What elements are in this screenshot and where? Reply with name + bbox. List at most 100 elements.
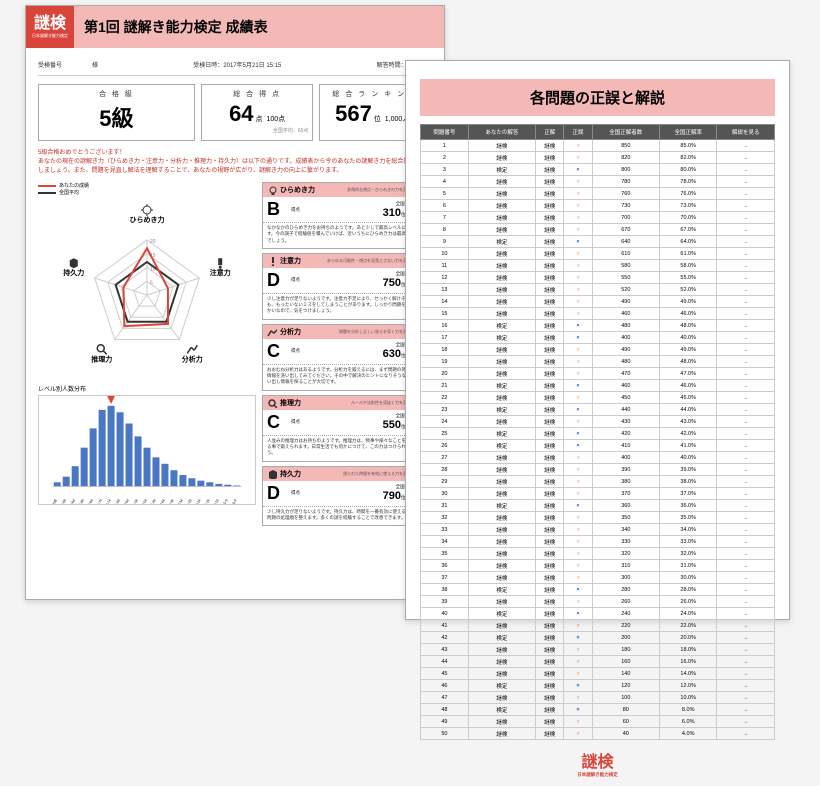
- table-row: 16検定謎検×48048.0%→: [421, 320, 775, 332]
- explanation-link[interactable]: →: [717, 440, 775, 452]
- mark-cell: ○: [564, 620, 592, 632]
- table-row: 40検定謎検×24024.0%→: [421, 608, 775, 620]
- ability-score-label: 得点: [291, 490, 357, 496]
- explanation-link[interactable]: →: [717, 428, 775, 440]
- table-row: 44謎検謎検○16016.0%→: [421, 656, 775, 668]
- ability-rank: 310: [383, 207, 401, 219]
- svg-text:60-64: 60-64: [122, 499, 130, 504]
- explanation-link[interactable]: →: [717, 392, 775, 404]
- explanation-link[interactable]: →: [717, 416, 775, 428]
- explanation-link[interactable]: →: [717, 164, 775, 176]
- explanation-link[interactable]: →: [717, 500, 775, 512]
- score-box: 総 合 得 点 64点 100点 全国平均：60点: [201, 84, 314, 141]
- explanation-link[interactable]: →: [717, 596, 775, 608]
- explanation-link[interactable]: →: [717, 236, 775, 248]
- explanation-link[interactable]: →: [717, 584, 775, 596]
- table-row: 49謎検謎検○606.0%→: [421, 716, 775, 728]
- table-row: 8謎検謎検○67067.0%→: [421, 224, 775, 236]
- explanation-link[interactable]: →: [717, 656, 775, 668]
- svg-text:持久力: 持久力: [63, 268, 84, 277]
- mark-cell: ○: [564, 572, 592, 584]
- results-table: 問題番号あなたの解答正解正誤全国正解者数全国正解率解説を見る 1謎検謎検○850…: [420, 124, 775, 740]
- explanation-page: 各問題の正誤と解説 問題番号あなたの解答正解正誤全国正解者数全国正解率解説を見る…: [405, 60, 790, 620]
- explanation-link[interactable]: →: [717, 212, 775, 224]
- explanation-link[interactable]: →: [717, 704, 775, 716]
- explanation-link[interactable]: →: [717, 572, 775, 584]
- mark-cell: ○: [564, 452, 592, 464]
- explanation-link[interactable]: →: [717, 152, 775, 164]
- table-header: 解説を見る: [717, 125, 775, 140]
- score-label: 総 合 得 点: [202, 89, 313, 99]
- explanation-link[interactable]: →: [717, 320, 775, 332]
- explanation-link[interactable]: →: [717, 620, 775, 632]
- explanation-link[interactable]: →: [717, 548, 775, 560]
- table-row: 15謎検謎検○46046.0%→: [421, 308, 775, 320]
- explanation-link[interactable]: →: [717, 188, 775, 200]
- explanation-link[interactable]: →: [717, 512, 775, 524]
- mark-cell: ○: [564, 152, 592, 164]
- explanation-link[interactable]: →: [717, 668, 775, 680]
- mark-cell: ○: [564, 716, 592, 728]
- explanation-link[interactable]: →: [717, 344, 775, 356]
- table-row: 1謎検謎検○85085.0%→: [421, 140, 775, 152]
- explanation-link[interactable]: →: [717, 692, 775, 704]
- congrats-paragraph: 5級合格おめでとうございます！ あなたの現在の謎解き力（ひらめき力・注意力・分析…: [38, 149, 432, 176]
- explanation-link[interactable]: →: [717, 356, 775, 368]
- mark-cell: ○: [564, 668, 592, 680]
- explanation-link[interactable]: →: [717, 632, 775, 644]
- ability-score-label: 得点: [291, 207, 357, 213]
- table-row: 24謎検謎検○43043.0%→: [421, 416, 775, 428]
- svg-text:5: 5: [150, 280, 153, 286]
- table-row: 6謎検謎検○73073.0%→: [421, 200, 775, 212]
- svg-text:注意力: 注意力: [210, 268, 231, 277]
- mark-cell: ×: [564, 320, 592, 332]
- table-header: 問題番号: [421, 125, 469, 140]
- explanation-link[interactable]: →: [717, 284, 775, 296]
- explanation-link[interactable]: →: [717, 716, 775, 728]
- svg-text:20: 20: [150, 239, 156, 245]
- table-row: 21検定謎検×46046.0%→: [421, 380, 775, 392]
- ability-rank: 630: [383, 348, 401, 360]
- logo-text: 謎検: [34, 16, 66, 32]
- explanation-link[interactable]: →: [717, 452, 775, 464]
- page2-title: 各問題の正誤と解説: [420, 79, 775, 116]
- table-row: 39謎検謎検○26026.0%→: [421, 596, 775, 608]
- table-row: 17検定謎検×40040.0%→: [421, 332, 775, 344]
- explanation-link[interactable]: →: [717, 260, 775, 272]
- explanation-link[interactable]: →: [717, 224, 775, 236]
- explanation-link[interactable]: →: [717, 476, 775, 488]
- radar-legend: あなたの成績 全国平均: [38, 182, 256, 196]
- table-row: 33謎検謎検○34034.0%→: [421, 524, 775, 536]
- svg-text:100点: 100点: [49, 498, 58, 504]
- explanation-link[interactable]: →: [717, 248, 775, 260]
- explanation-link[interactable]: →: [717, 488, 775, 500]
- explanation-link[interactable]: →: [717, 176, 775, 188]
- explanation-link[interactable]: →: [717, 404, 775, 416]
- explanation-link[interactable]: →: [717, 332, 775, 344]
- table-row: 9検定謎検×64064.0%→: [421, 236, 775, 248]
- table-row: 32謎検謎検○35035.0%→: [421, 512, 775, 524]
- mark-cell: ○: [564, 212, 592, 224]
- explanation-link[interactable]: →: [717, 524, 775, 536]
- explanation-link[interactable]: →: [717, 380, 775, 392]
- explanation-link[interactable]: →: [717, 308, 775, 320]
- explanation-link[interactable]: →: [717, 536, 775, 548]
- mark-cell: ○: [564, 524, 592, 536]
- explanation-link[interactable]: →: [717, 608, 775, 620]
- mark-cell: ×: [564, 164, 592, 176]
- explanation-link[interactable]: →: [717, 368, 775, 380]
- explanation-link[interactable]: →: [717, 200, 775, 212]
- table-row: 12謎検謎検○55055.0%→: [421, 272, 775, 284]
- explanation-link[interactable]: →: [717, 560, 775, 572]
- table-row: 42検定謎検×20020.0%→: [421, 632, 775, 644]
- explanation-link[interactable]: →: [717, 464, 775, 476]
- explanation-link[interactable]: →: [717, 140, 775, 152]
- table-row: 35謎検謎検○32032.0%→: [421, 548, 775, 560]
- table-row: 18謎検謎検○49049.0%→: [421, 344, 775, 356]
- mark-cell: ○: [564, 308, 592, 320]
- explanation-link[interactable]: →: [717, 680, 775, 692]
- explanation-link[interactable]: →: [717, 728, 775, 740]
- explanation-link[interactable]: →: [717, 272, 775, 284]
- ability-rank: 790: [383, 490, 401, 502]
- explanation-link[interactable]: →: [717, 296, 775, 308]
